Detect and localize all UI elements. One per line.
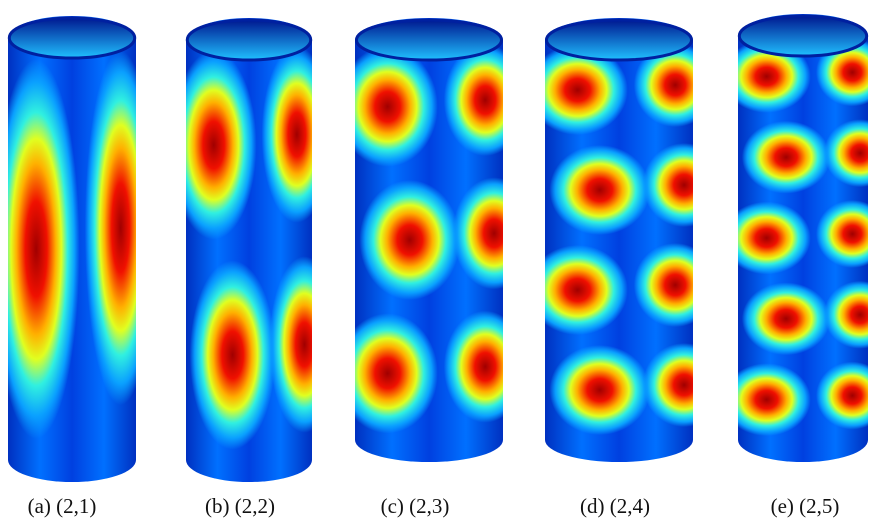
mode-lobe [633, 43, 693, 127]
mode-lobe [816, 38, 868, 107]
mode-lobe [741, 282, 831, 356]
mode-lobe [642, 343, 693, 427]
caption: (b) (2,2) [205, 494, 275, 518]
cylinder-top [185, 18, 313, 62]
cylinder-top [7, 16, 137, 60]
mode-lobe [823, 280, 868, 349]
mode-lobe [355, 46, 438, 167]
mode-lobe [443, 44, 503, 156]
cylinder [545, 18, 693, 462]
mode-lobe [452, 177, 503, 290]
mode-lobe [84, 50, 136, 406]
mode-lobe [738, 40, 811, 113]
mode-lobe [186, 50, 257, 240]
mode-lobe [816, 361, 868, 430]
mode-lobe [545, 45, 628, 135]
mode-lobe [359, 180, 461, 300]
mode-lobe [443, 310, 503, 423]
mode-lobe [355, 313, 438, 434]
cylinder-top [544, 18, 694, 62]
cylinder [186, 18, 312, 482]
mode-lobe [8, 59, 80, 439]
mode-lobe [549, 145, 651, 235]
cylinder [8, 16, 136, 482]
caption: (d) (2,4) [580, 494, 650, 518]
cylinder [738, 14, 868, 462]
caption: (a) (2,1) [28, 494, 97, 518]
mode-lobe [633, 243, 693, 327]
mode-lobe [642, 143, 693, 227]
mode-lobe [549, 345, 651, 435]
cylinder [355, 18, 503, 462]
caption: (c) (2,3) [381, 494, 450, 518]
caption: (e) (2,5) [771, 494, 840, 518]
mode-lobe [741, 120, 831, 194]
cylinder-top [737, 14, 869, 58]
mode-lobe [738, 201, 811, 275]
mode-lobe [261, 46, 312, 223]
mode-lobe [189, 260, 276, 450]
mode-lobe [738, 363, 811, 436]
mode-lobe [823, 119, 868, 188]
mode-lobe [816, 200, 868, 268]
cylinder-top [354, 18, 504, 62]
mode-lobe [269, 256, 312, 433]
mode-lobe [545, 245, 628, 335]
